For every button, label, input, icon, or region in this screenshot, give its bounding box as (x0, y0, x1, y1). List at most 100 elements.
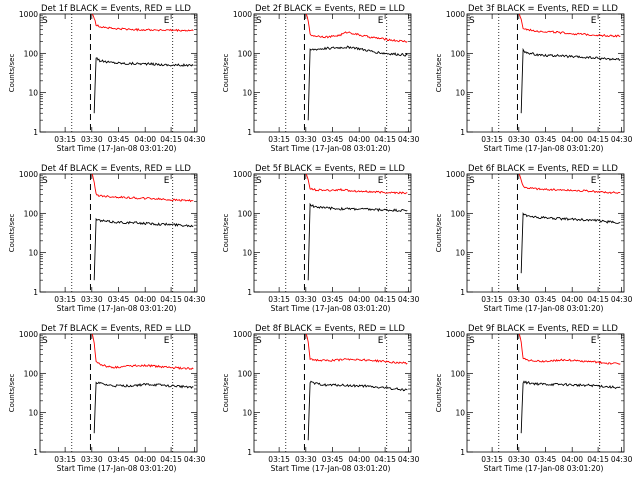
lld-series-line (91, 173, 194, 203)
panel-title: Det 1f BLACK = Events, RED = LLD (41, 4, 191, 14)
events-series-line (520, 47, 621, 114)
x-tick-label: 04:00 (134, 135, 156, 144)
x-tick-label: 03:30 (508, 455, 530, 464)
y-tick-label: 100 (451, 49, 466, 58)
x-tick-label: 04:30 (398, 455, 420, 464)
end-marker: E (164, 176, 170, 186)
x-tick-label: 04:00 (561, 135, 583, 144)
y-axis-label: Counts/sec (8, 374, 16, 413)
panel-title: Det 5f BLACK = Events, RED = LLD (255, 164, 405, 174)
lld-series-line (518, 13, 621, 38)
x-tick-label: 04:00 (134, 455, 156, 464)
lld-series-line (91, 333, 194, 370)
x-tick-label: 04:30 (611, 455, 633, 464)
x-tick-label: 04:15 (160, 135, 182, 144)
x-axis-label: Start Time (17-Jan-08 03:01:20) (57, 144, 177, 153)
detector-panel-4: Det 4f BLACK = Events, RED = LLD 1 10 100 10… (8, 164, 206, 313)
plot-frame (253, 173, 412, 293)
panel-title: Det 9f BLACK = Events, RED = LLD (468, 324, 618, 334)
plot-frame (39, 173, 198, 293)
detector-panel-7: Det 7f BLACK = Events, RED = LLD 1 10 100 10… (8, 324, 206, 473)
x-tick-label: 03:45 (322, 455, 344, 464)
x-tick-label: 03:30 (81, 295, 103, 304)
y-tick-label: 1000 (446, 10, 465, 19)
x-tick-label: 04:15 (374, 455, 396, 464)
x-tick-label: 03:15 (54, 135, 76, 144)
x-tick-label: 04:15 (160, 455, 182, 464)
y-axis-label: Counts/sec (8, 214, 16, 253)
panel-title: Det 2f BLACK = Events, RED = LLD (255, 4, 405, 14)
lld-series-line (305, 333, 408, 365)
y-tick-label: 1 (33, 128, 38, 137)
y-tick-label: 1 (33, 448, 38, 457)
x-axis-label: Start Time (17-Jan-08 03:01:20) (484, 464, 604, 473)
y-tick-label: 10 (28, 89, 38, 98)
x-tick-label: 03:30 (295, 455, 317, 464)
start-marker: S (256, 336, 262, 346)
end-marker: E (378, 336, 384, 346)
plot-frame (39, 13, 198, 133)
events-series-line (520, 380, 621, 434)
x-tick-label: 04:15 (587, 295, 609, 304)
y-tick-label: 1 (247, 128, 252, 137)
events-series-line (307, 202, 408, 281)
y-tick-label: 100 (451, 369, 466, 378)
detector-panel-5: Det 5f BLACK = Events, RED = LLD 1 10 100 10… (222, 164, 420, 313)
y-tick-label: 10 (28, 249, 38, 258)
x-tick-label: 03:15 (481, 135, 503, 144)
start-marker: S (42, 176, 48, 186)
y-axis-label: Counts/sec (435, 214, 443, 253)
x-tick-label: 04:30 (184, 455, 206, 464)
lld-series-line (91, 13, 194, 32)
events-series-line (93, 381, 194, 434)
x-tick-label: 04:15 (587, 455, 609, 464)
y-axis-label: Counts/sec (8, 54, 16, 93)
y-tick-label: 100 (24, 209, 39, 218)
plot-frame (253, 333, 412, 453)
y-tick-label: 100 (238, 49, 253, 58)
y-axis-label: Counts/sec (222, 374, 230, 413)
lld-series-line (305, 173, 408, 195)
x-axis-label: Start Time (17-Jan-08 03:01:20) (57, 464, 177, 473)
x-tick-label: 03:30 (81, 135, 103, 144)
y-tick-label: 10 (242, 409, 252, 418)
x-tick-label: 04:00 (348, 455, 370, 464)
events-series-line (307, 380, 408, 441)
end-marker: E (164, 336, 170, 346)
start-marker: S (469, 16, 475, 26)
plot-frame (39, 333, 198, 453)
x-axis-label: Start Time (17-Jan-08 03:01:20) (271, 144, 391, 153)
x-tick-label: 03:15 (481, 295, 503, 304)
detector-panel-9: Det 9f BLACK = Events, RED = LLD 1 10 100 10… (435, 324, 633, 473)
events-series-line (93, 57, 194, 114)
events-series-line (307, 45, 408, 121)
x-axis-label: Start Time (17-Jan-08 03:01:20) (484, 304, 604, 313)
y-tick-label: 1 (247, 448, 252, 457)
x-axis-label: Start Time (17-Jan-08 03:01:20) (484, 144, 604, 153)
x-tick-label: 04:15 (587, 135, 609, 144)
detector-panel-1: Det 1f BLACK = Events, RED = LLD 1 10 100 10… (8, 4, 206, 153)
x-tick-label: 03:15 (54, 455, 76, 464)
x-tick-label: 04:00 (348, 295, 370, 304)
x-tick-label: 03:45 (108, 135, 130, 144)
end-marker: E (591, 336, 597, 346)
x-tick-label: 03:45 (535, 455, 557, 464)
y-tick-label: 100 (24, 49, 39, 58)
x-tick-label: 04:15 (374, 135, 396, 144)
end-marker: E (378, 176, 384, 186)
x-axis-label: Start Time (17-Jan-08 03:01:20) (271, 464, 391, 473)
y-tick-label: 1 (33, 288, 38, 297)
start-marker: S (42, 336, 48, 346)
y-tick-label: 1000 (233, 330, 252, 339)
plot-frame (466, 333, 625, 453)
x-tick-label: 03:30 (508, 295, 530, 304)
x-tick-label: 04:30 (611, 295, 633, 304)
y-tick-label: 1000 (233, 170, 252, 179)
x-tick-label: 04:00 (561, 455, 583, 464)
x-axis-label: Start Time (17-Jan-08 03:01:20) (57, 304, 177, 313)
panel-title: Det 6f BLACK = Events, RED = LLD (468, 164, 618, 174)
y-tick-label: 10 (455, 249, 465, 258)
x-tick-label: 04:30 (184, 295, 206, 304)
detector-panel-2: Det 2f BLACK = Events, RED = LLD 1 10 100 10… (222, 4, 420, 153)
lld-series-line (305, 13, 408, 43)
